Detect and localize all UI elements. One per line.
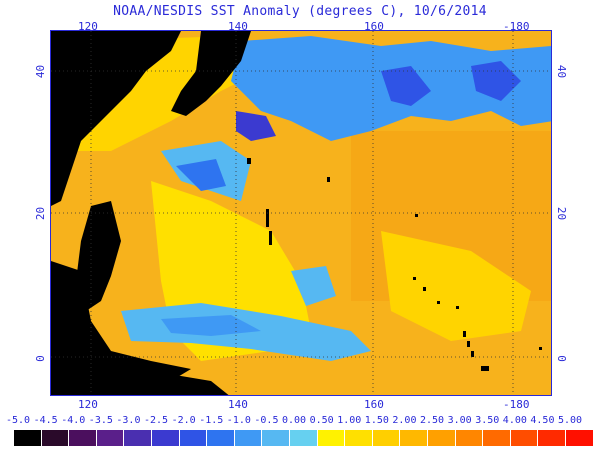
lon-tick-top-120: 120: [78, 20, 98, 33]
lon-tick-top-140: 140: [228, 20, 248, 33]
colorbar-label: -3.5: [88, 415, 113, 426]
colorbar-label: -4.5: [33, 415, 58, 426]
colorbar-swatch: [483, 430, 510, 446]
colorbar-swatch: [152, 430, 179, 446]
map-title: NOAA/NESDIS SST Anomaly (degrees C), 10/…: [113, 4, 487, 19]
colorbar-label: 0.00: [282, 415, 307, 426]
lat-tick-right-40: 40: [555, 64, 569, 79]
colorbar-swatch: [538, 430, 565, 446]
colorbar-label: 2.50: [420, 415, 445, 426]
colorbar-label: 4.50: [530, 415, 555, 426]
colorbar-swatch: [41, 430, 69, 446]
lon-tick-bottom-140: 140: [228, 398, 248, 411]
lat-tick-left-20: 20: [34, 206, 48, 221]
colorbar-label: -2.0: [171, 415, 196, 426]
lat-tick-left-40: 40: [34, 64, 48, 79]
land-asia-mainland: [51, 31, 181, 206]
colorbar-swatch: [566, 430, 593, 446]
colorbar-label: -1.0: [226, 415, 251, 426]
land-taiwan-philippines: [76, 201, 121, 311]
colorbar-swatch: [179, 430, 207, 446]
colorbar-swatch: [234, 430, 262, 446]
colorbar-swatch: [400, 430, 427, 446]
yellow-anomaly-band-east: [381, 231, 531, 341]
graticule: [51, 31, 551, 395]
colorbar-swatch: [372, 430, 400, 446]
colorbar-label: 0.50: [309, 415, 334, 426]
cold-anomaly-north-pacific: [381, 66, 431, 106]
lon-tick-top-neg180: -180: [503, 20, 530, 33]
colorbar-label: 1.00: [337, 415, 362, 426]
colorbar-label: -3.0: [116, 415, 141, 426]
sst-anomaly-field: [51, 31, 551, 395]
lat-tick-right-20: 20: [555, 206, 569, 221]
colorbar-swatch: [69, 430, 96, 446]
land-korea-japan: [171, 31, 251, 116]
colorbar-label: -4.0: [61, 415, 86, 426]
colorbar-label: 1.50: [364, 415, 389, 426]
colorbar-label: 3.00: [447, 415, 472, 426]
lon-tick-top-160: 160: [364, 20, 384, 33]
colorbar-swatch: [262, 430, 289, 446]
colorbar-label: 2.00: [392, 415, 417, 426]
colorbar-swatch: [290, 430, 317, 446]
land-indonesia-borneo: [51, 261, 229, 395]
cool-anomaly-philippine-sea: [291, 266, 336, 306]
colorbar-label: -1.5: [199, 415, 224, 426]
colorbar-label: -5.0: [6, 415, 31, 426]
colorbar-swatch: [207, 430, 234, 446]
colorbar-swatch: [345, 430, 372, 446]
cold-anomaly-japan-east: [236, 111, 276, 141]
colorbar-swatch: [317, 430, 345, 446]
scattered-islands: [247, 158, 542, 371]
lon-tick-bottom-neg180: -180: [503, 398, 530, 411]
colorbar-label: -2.5: [144, 415, 169, 426]
colorbar-label: 4.00: [502, 415, 527, 426]
lat-tick-right-0: 0: [554, 355, 568, 362]
lat-tick-left-0: 0: [33, 355, 47, 362]
sst-anomaly-map: [50, 30, 552, 396]
colorbar-label: -0.5: [254, 415, 279, 426]
colorbar-swatch: [510, 430, 538, 446]
colorbar-swatch: [96, 430, 124, 446]
colorbar-swatch: [455, 430, 483, 446]
cold-anomaly-kuroshio-core: [176, 159, 226, 191]
lon-tick-bottom-120: 120: [78, 398, 98, 411]
colorbar-swatch: [124, 430, 151, 446]
colorbar-swatch: [428, 430, 455, 446]
land-new-guinea: [111, 351, 191, 381]
lon-tick-bottom-160: 160: [364, 398, 384, 411]
colorbar-swatch: [14, 430, 41, 446]
colorbar-label: 3.50: [475, 415, 500, 426]
cold-anomaly-equatorial-band: [161, 315, 261, 336]
colorbar-label: 5.00: [558, 415, 583, 426]
